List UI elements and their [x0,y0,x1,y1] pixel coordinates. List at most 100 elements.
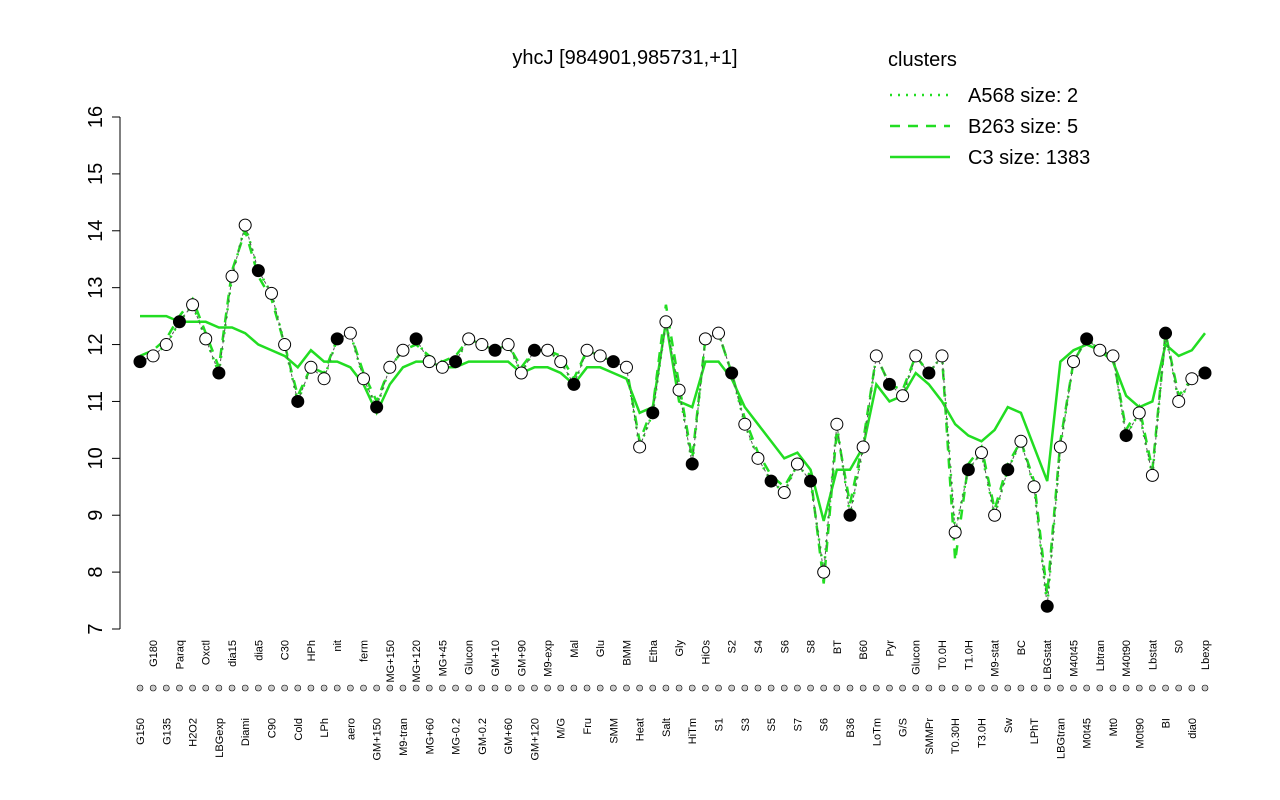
sample-point [1067,355,1081,369]
category-dot [872,684,880,692]
sample-point [1159,326,1173,340]
x-tick-label: S4 [753,640,765,653]
x-tick-label: GM-0.2 [477,718,489,755]
connector [560,361,575,385]
sample-point [804,474,818,488]
y-tick-label: 16 [85,106,107,128]
x-tick-label: S6 [779,640,791,653]
connector [1073,338,1088,362]
sample-point [606,355,620,369]
sample-point [199,332,213,346]
x-tick-label: GM+10 [490,640,502,676]
connector [980,452,996,516]
y-tick-label: 11 [85,391,107,412]
category-dot [780,684,788,692]
x-tick-label: MG+60 [424,718,436,754]
legend-title: clusters [888,49,957,71]
category-dot [859,684,867,692]
sample-point [225,269,239,283]
x-tick-label: S5 [766,718,778,731]
sample-point [1001,463,1015,477]
category-dot [846,684,854,692]
x-tick-label: LBGexp [214,718,226,758]
connector [1046,446,1061,607]
x-tick-label: SMMPr [924,718,936,755]
x-tick-label: S8 [806,640,818,653]
sample-point [593,349,607,363]
sample-point [330,332,344,346]
x-tick-label: HiTm [687,718,699,744]
x-tick-label: S7 [792,718,804,731]
x-tick-label: T3.0H [976,718,988,748]
x-tick-label: B60 [858,640,870,660]
connector [1125,412,1140,436]
x-tick-label: G/S [898,718,910,737]
category-dot [386,684,394,692]
sample-point [1132,406,1146,420]
category-dot [610,684,617,692]
sample-point [1185,372,1199,386]
sample-point [790,457,804,471]
x-tick-label: M/G [556,718,568,739]
category-dot [360,684,367,692]
sample-point [738,417,752,431]
x-tick-label: LPhT [1029,718,1041,745]
sample-point [659,315,673,329]
category-dot [1188,684,1196,692]
category-dot [886,684,893,692]
sample-point [1027,480,1041,494]
connector [520,349,535,374]
x-tick-label: M9-tran [398,718,410,756]
sample-point [475,338,489,352]
sample-point [541,343,555,357]
connector [823,424,838,573]
sample-point [817,565,831,579]
x-tick-label: Gly [674,640,686,657]
sample-point [685,457,699,471]
category-dot [636,684,643,692]
sample-point [1014,434,1028,448]
sample-point [1198,366,1212,380]
connector [270,293,286,345]
x-tick-label: B36 [845,718,857,738]
sample-point [935,349,949,363]
x-tick-label: LBGtran [1055,718,1067,759]
y-tick-label: 9 [85,510,107,521]
category-dot [899,684,906,692]
connector [1138,412,1153,476]
connector [257,270,272,294]
category-dot [991,684,998,692]
category-dot [347,684,354,692]
x-tick-label: S3 [740,718,752,731]
category-dot [925,684,933,692]
x-tick-label: H2O2 [188,718,200,747]
x-tick-label: Mal [569,640,581,658]
sample-point [1080,332,1094,346]
sample-point [238,218,252,232]
x-tick-label: nit [332,640,344,652]
category-dot [1135,684,1143,692]
sample-point [291,394,305,408]
category-dot [412,684,420,692]
category-dot [1096,684,1104,692]
x-tick-label: G135 [161,718,173,745]
category-dot [333,684,341,692]
x-tick-label: G150 [135,718,147,745]
legend-label: B263 size: 5 [968,116,1078,138]
category-dot [1030,684,1038,692]
category-dot [1057,684,1064,692]
category-dot [373,684,380,692]
category-dot [1043,684,1051,692]
category-dot [623,684,630,692]
series-line [139,226,1206,596]
category-dot [1109,684,1117,692]
sample-point [409,332,423,346]
sample-point [896,389,910,403]
sample-point [251,264,265,278]
connector [954,469,969,533]
sample-point [751,451,765,465]
x-tick-label: C30 [280,640,292,660]
y-tick-label: 8 [85,567,107,578]
category-dot [1070,684,1077,692]
category-dot [662,684,670,692]
